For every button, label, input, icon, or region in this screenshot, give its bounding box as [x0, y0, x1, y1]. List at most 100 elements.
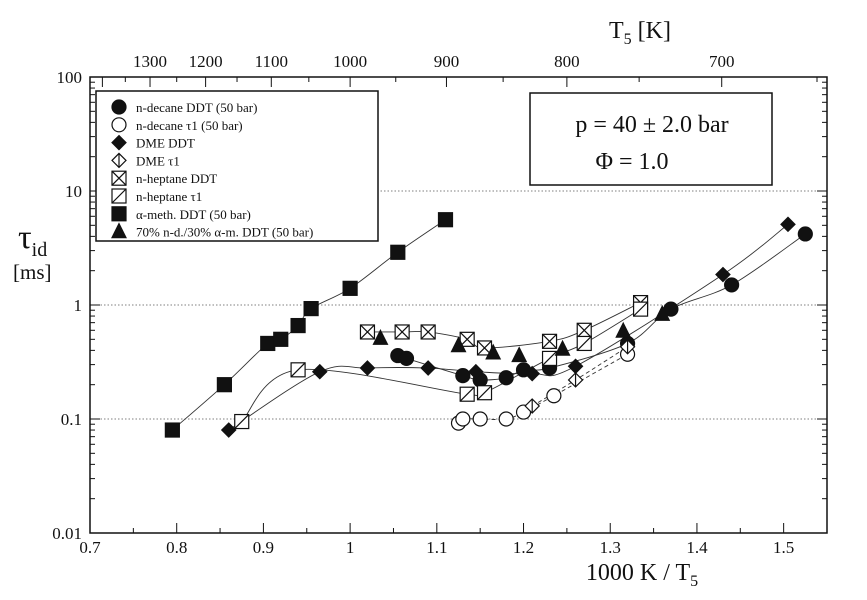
square-cross: [394, 324, 410, 340]
top-tick-label: 900: [434, 52, 460, 71]
legend-entry: n-heptane DDT: [136, 171, 217, 186]
data-point-square-filled: [216, 377, 232, 393]
legend-marker-circle-open: [111, 117, 127, 133]
x-tick-label: 1.3: [600, 538, 621, 557]
data-point-triangle-filled: [511, 346, 528, 363]
x-axis-title: 1000 K / T5: [586, 560, 698, 590]
pressure-condition: p = 40 ± 2.0 bar: [575, 112, 728, 138]
data-point-square-x: [359, 324, 376, 340]
y-axis-unit: [ms]: [13, 260, 52, 284]
top-tick-label: 1100: [255, 52, 288, 71]
legend: n-decane DDT (50 bar) n-decane τ1 (50 bar…: [111, 99, 313, 240]
x-tick-label: 1: [346, 538, 355, 557]
y-tick-label: 0.1: [61, 410, 82, 429]
data-point-diamond-filled: [567, 358, 584, 375]
legend-marker-square-filled: [111, 206, 127, 222]
top-tick-label: 700: [709, 52, 735, 71]
data-point-diamond-filled: [524, 365, 541, 382]
square-slash-line: [111, 188, 127, 204]
x-tick-label: 1.1: [426, 538, 447, 557]
x-tick-label: 1.2: [513, 538, 534, 557]
square-cross: [542, 333, 557, 349]
square-slash-line: [576, 336, 592, 351]
data-point-diamond-filled: [467, 363, 484, 380]
legend-entry: DME DDT: [136, 136, 195, 151]
data-point-circle-open: [546, 388, 562, 404]
legend-entry: n-heptane τ1: [136, 189, 202, 204]
legend-entry: 70% n-d./30% α-m. DDT (50 bar): [136, 225, 313, 240]
legend-entry: n-decane τ1 (50 bar): [136, 118, 243, 133]
data-point-square-slash: [541, 350, 558, 367]
data-point-circle-filled: [398, 350, 415, 367]
square-slash-line: [234, 414, 250, 429]
x-tick-label: 1.4: [686, 538, 708, 557]
data-point-square-filled: [390, 244, 406, 260]
data-point-triangle-filled: [485, 343, 502, 360]
data-point-diamond-filled: [715, 266, 731, 283]
square-slash-line: [459, 386, 475, 402]
y-tick-label: 100: [57, 68, 83, 87]
data-point-square-filled: [273, 331, 289, 347]
data-point-square-x: [541, 333, 558, 349]
square-cross: [576, 322, 592, 338]
square-cross: [459, 331, 475, 347]
legend-marker-square-slash: [111, 188, 127, 204]
data-point-circle-open: [455, 411, 471, 427]
legend-marker-circle-filled: [111, 99, 127, 115]
legend-marker-diamond-filled: [111, 134, 127, 151]
legend-marker-diamond-open: [111, 152, 127, 169]
data-point-circle-filled: [498, 370, 514, 386]
top-tick-label: 800: [554, 52, 580, 71]
data-point-circle-open: [498, 411, 514, 427]
data-point-triangle-filled: [654, 304, 671, 321]
square-slash-line: [477, 385, 492, 401]
data-point-square-slash: [576, 335, 592, 352]
data-point-triangle-filled: [615, 321, 632, 338]
series-curve: [228, 223, 789, 431]
data-point-triangle-filled: [372, 328, 389, 345]
top-tick-label: 1200: [189, 52, 223, 71]
square-slash-line: [290, 362, 306, 378]
data-point-circle-filled: [797, 226, 813, 242]
y-tick-label: 1: [74, 296, 83, 315]
data-point-square-filled: [164, 422, 180, 438]
square-slash-line: [542, 350, 557, 366]
legend-box: [95, 90, 379, 242]
data-point-square-filled: [260, 335, 276, 352]
square-cross: [360, 324, 375, 340]
data-point-triangle-filled: [554, 339, 571, 356]
x-tick-label: 0.7: [79, 538, 101, 557]
data-point-circle-filled: [724, 277, 740, 293]
data-point-square-x: [576, 322, 592, 338]
data-point-square-filled: [290, 317, 306, 334]
x-tick-label: 0.9: [253, 538, 274, 557]
top-tick-label: 1000: [333, 52, 367, 71]
data-point-triangle-filled: [450, 336, 467, 353]
axis-ticks: 0.01 0.1 1 10 100 0.7 0.8 0.9 1 1.1 1.2 1.3 1.4 1.5 13…: [52, 52, 828, 557]
equivalence-ratio-condition: Φ = 1.0: [595, 149, 668, 175]
data-point-diamond-filled: [311, 363, 328, 380]
data-point-square-slash: [459, 386, 475, 402]
top-axis-title: T5 [K]: [609, 18, 671, 48]
data-point-square-filled: [342, 280, 358, 296]
data-point-circle-filled: [455, 368, 471, 384]
x-tick-label: 1.5: [773, 538, 794, 557]
data-point-square-x: [394, 324, 410, 340]
data-point-diamond-filled: [420, 360, 437, 376]
data-point-diamond-open: [524, 398, 541, 414]
data-point-diamond-filled: [780, 216, 796, 233]
y-axis-title: τid: [18, 219, 47, 261]
y-tick-label: 10: [65, 182, 82, 201]
data-point-square-slash: [290, 362, 306, 378]
legend-entry: DME τ1: [136, 153, 180, 168]
square-cross: [477, 340, 492, 356]
data-point-square-slash: [476, 385, 493, 401]
square-slash-line: [633, 301, 649, 317]
data-point-diamond-open: [619, 338, 636, 355]
x-tick-label: 0.8: [166, 538, 187, 557]
data-point-square-filled: [303, 300, 319, 317]
legend-entry: n-decane DDT (50 bar): [136, 100, 257, 115]
data-point-circle-open: [472, 411, 488, 427]
legend-marker-square-x: [111, 170, 127, 186]
